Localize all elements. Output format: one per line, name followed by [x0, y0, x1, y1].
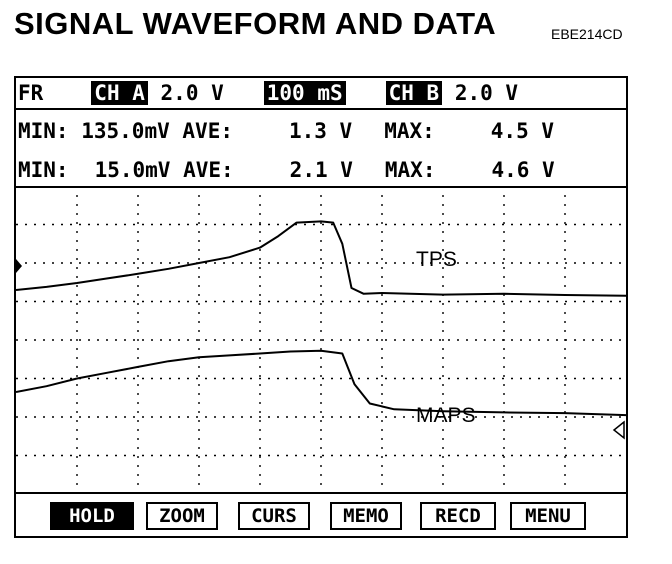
stats-row-a: MIN: 135.0mV AVE: 1.3 V MAX: 4.5 V [18, 116, 554, 146]
figure-code: EBE214CD [551, 26, 623, 42]
max-value-a: 4.5 V [490, 119, 554, 143]
ch-a-ground-marker [16, 259, 22, 273]
series-label-tps: TPS [416, 248, 457, 271]
channel-header: FR CH A 2.0 V 100 mS CH B 2.0 V [18, 78, 518, 108]
trace-maps [16, 349, 626, 417]
ave-value-a: 1.3 V [288, 119, 353, 143]
memo-button[interactable]: MEMO [330, 502, 402, 530]
scope-screen: FR CH A 2.0 V 100 mS CH B 2.0 V MIN: 135.0m… [14, 76, 628, 538]
series-label-maps: MAPS [416, 404, 476, 427]
traces [16, 220, 626, 417]
ch-b-scale: 2.0 V [454, 81, 519, 105]
page-title: SIGNAL WAVEFORM AND DATA [14, 6, 497, 41]
ch-b-ground-marker [612, 420, 625, 440]
trace-tps [16, 220, 626, 297]
ave-label-b: AVE: [183, 158, 234, 182]
header-divider [16, 108, 626, 110]
min-label-a: MIN: [18, 119, 69, 143]
ch-a-scale: 2.0 V [160, 81, 224, 105]
max-label-b: MAX: [384, 158, 436, 182]
max-value-b: 4.6 V [491, 158, 555, 182]
hold-button[interactable]: HOLD [50, 502, 134, 530]
zoom-button[interactable]: ZOOM [146, 502, 218, 530]
ch-a-label: CH A [91, 81, 148, 105]
menu-divider [16, 492, 626, 494]
mode-label: FR [18, 81, 44, 105]
menu-button[interactable]: MENU [510, 502, 586, 530]
ch-b-label: CH B [385, 81, 443, 105]
recd-button[interactable]: RECD [420, 502, 496, 530]
curs-button[interactable]: CURS [238, 502, 310, 530]
min-value-b: 15.0mV [94, 158, 171, 182]
grid [16, 186, 626, 494]
min-value-a: 135.0mV [81, 119, 170, 143]
timebase: 100 mS [263, 81, 346, 105]
ave-label-a: AVE: [182, 119, 233, 143]
max-label-a: MAX: [384, 119, 435, 143]
stats-row-b: MIN: 15.0mV AVE: 2.1 V MAX: 4.6 V [18, 155, 555, 185]
soft-menu: HOLD ZOOM CURS MEMO RECD MENU [16, 494, 626, 536]
min-label-b: MIN: [18, 158, 69, 182]
ave-value-b: 2.1 V [289, 158, 353, 182]
waveform-plot: TPS MAPS [16, 186, 626, 494]
